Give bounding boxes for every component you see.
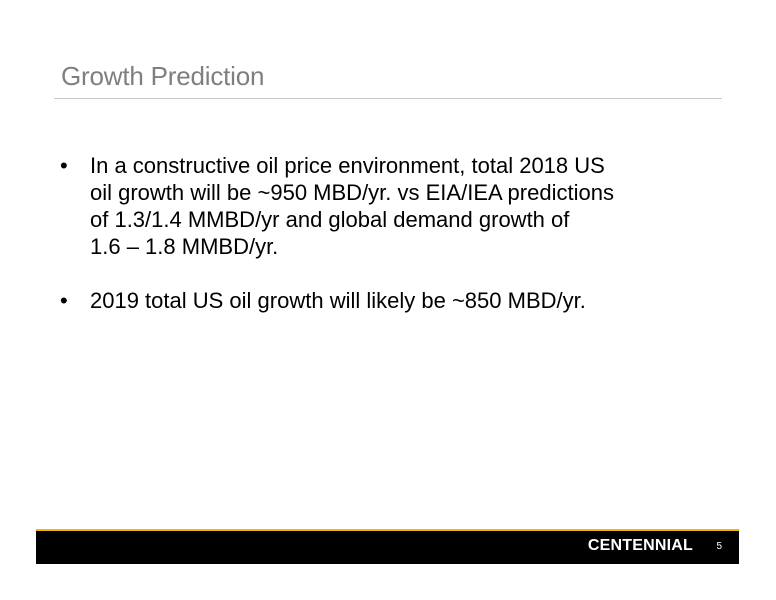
centennial-logo: CENTENNIAL: [587, 537, 693, 554]
footer-bar: CENTENNIAL 5: [36, 529, 739, 564]
bullet-list: • In a constructive oil price environmen…: [60, 152, 700, 341]
bullet-marker: •: [60, 288, 68, 313]
bullet-text: In a constructive oil price environment,…: [90, 153, 614, 259]
bullet-item: • In a constructive oil price environmen…: [60, 152, 700, 260]
bullet-item: • 2019 total US oil growth will likely b…: [60, 287, 700, 314]
slide-title: Growth Prediction: [61, 61, 265, 91]
bullet-marker: •: [60, 153, 68, 178]
bullet-text: 2019 total US oil growth will likely be …: [90, 288, 586, 313]
page-number: 5: [716, 541, 722, 552]
title-divider: [54, 98, 722, 99]
